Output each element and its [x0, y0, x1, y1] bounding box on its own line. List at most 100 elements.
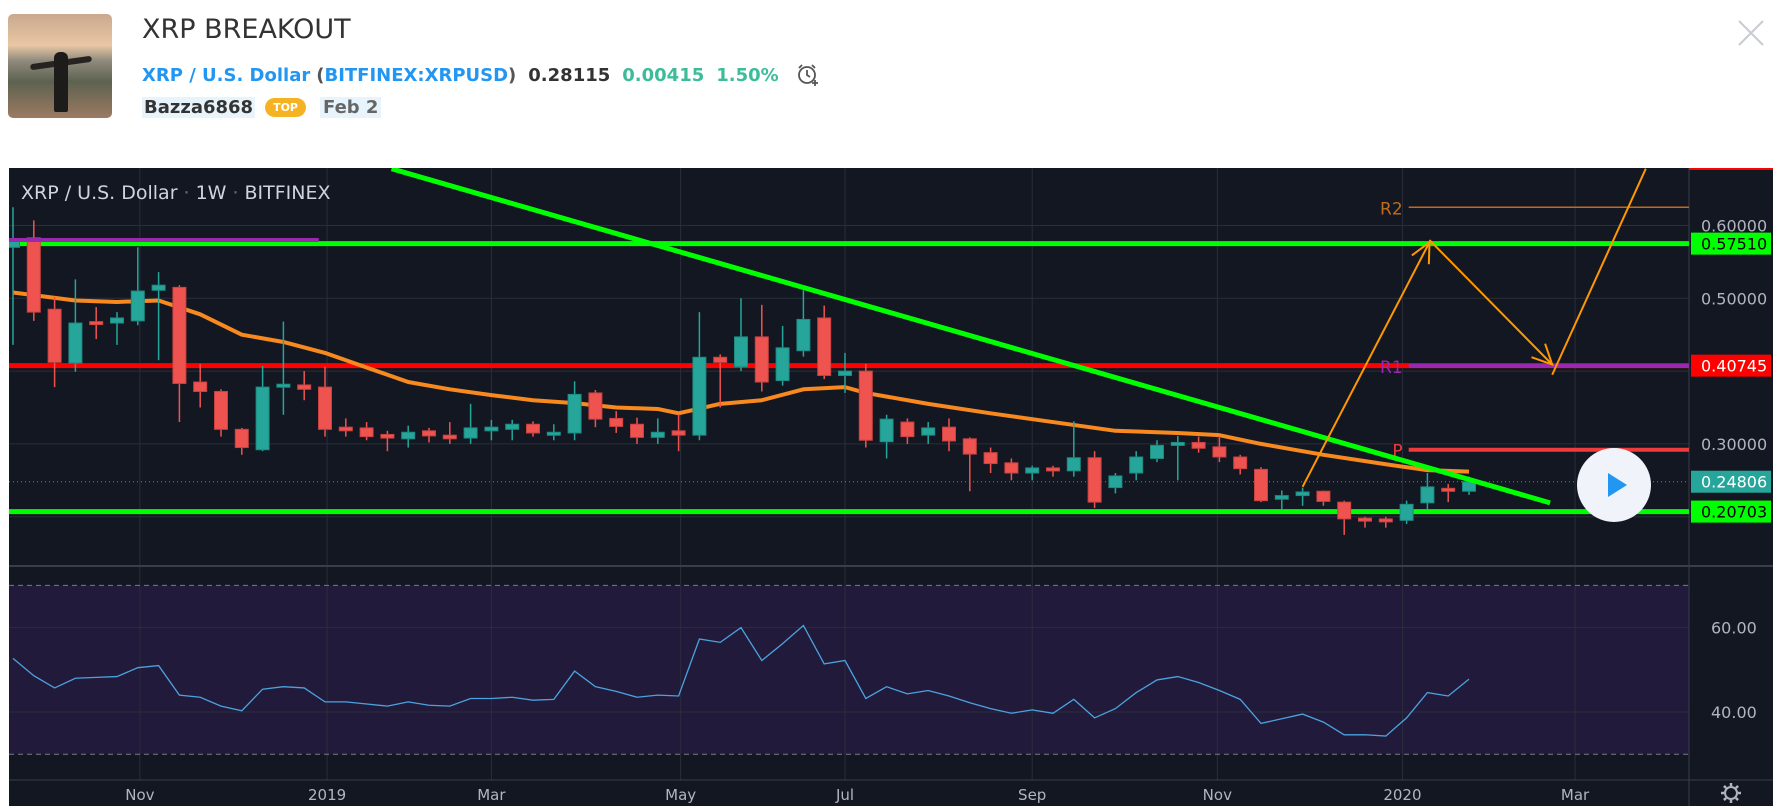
candle-body — [962, 438, 977, 455]
publish-date: Feb 2 — [320, 97, 382, 118]
gear-tooth — [1723, 797, 1727, 801]
candle-body — [318, 386, 332, 430]
chart-container[interactable]: R2 R1 P 0.60000 0.50000 0.30000 0.57510 0.40745… — [9, 152, 1773, 806]
rsi-axis-label: 60.00 — [1711, 619, 1757, 638]
candle — [879, 414, 894, 459]
price-axis-label: 0.60000 — [1701, 217, 1767, 236]
candle — [630, 417, 644, 444]
price-badge-bg — [1691, 232, 1771, 255]
candle — [1399, 500, 1414, 524]
candle-body — [484, 426, 499, 432]
legend-separator: · — [183, 182, 190, 204]
candle — [921, 422, 936, 444]
candle — [650, 418, 665, 444]
add-alert-clock-icon[interactable] — [795, 62, 821, 88]
symbol-name-link[interactable]: XRP / U.S. Dollar — [142, 64, 311, 86]
candle-body — [817, 317, 832, 376]
candle — [1274, 490, 1289, 510]
candle — [318, 366, 332, 437]
legend-symbol: XRP / U.S. Dollar — [21, 182, 178, 204]
candle — [484, 419, 499, 441]
candle — [526, 421, 540, 437]
price-chart[interactable]: R2 R1 P 0.60000 0.50000 0.30000 0.57510 0.40745… — [9, 152, 1773, 806]
candle-body — [1254, 468, 1268, 502]
author-row: Bazza6868 TOP Feb 2 — [142, 97, 382, 118]
candle-body — [630, 423, 644, 438]
price-change-percent: 1.50% — [716, 64, 779, 86]
candle — [380, 430, 395, 452]
candle — [1254, 467, 1268, 503]
candle — [255, 366, 270, 452]
candle-body — [1004, 462, 1019, 474]
candle-body — [172, 286, 187, 384]
time-axis-label: 2019 — [308, 786, 346, 804]
candle — [359, 422, 374, 441]
candle — [838, 352, 852, 393]
candle — [817, 305, 832, 380]
candle-body — [775, 347, 790, 382]
candle-body — [692, 356, 707, 436]
candle — [172, 285, 187, 423]
price-axis-label: 0.50000 — [1701, 289, 1767, 308]
play-replay-button[interactable] — [1577, 448, 1651, 522]
time-axis-label: Jul — [835, 786, 854, 804]
candle-body — [900, 421, 915, 438]
candle-body — [796, 318, 811, 352]
candle — [983, 447, 998, 474]
candle-body — [546, 431, 561, 436]
candle — [775, 325, 790, 386]
candle — [151, 272, 166, 361]
candle — [1378, 516, 1393, 528]
price-badge-bg — [1691, 470, 1771, 493]
candle — [1087, 451, 1102, 508]
candle — [858, 363, 873, 448]
candle-body — [89, 321, 104, 326]
pivot-label-p: P — [1392, 442, 1402, 462]
candle — [1025, 465, 1040, 481]
candle-body — [671, 430, 686, 436]
candle — [463, 403, 478, 444]
candle — [401, 425, 416, 448]
candle — [110, 312, 124, 345]
candle — [692, 312, 707, 441]
candle-body — [588, 392, 603, 420]
candle-body — [1337, 501, 1352, 520]
candle-body — [276, 383, 291, 388]
candle-body — [68, 322, 83, 364]
candle-body — [879, 418, 894, 443]
price-badge-bg — [1691, 500, 1771, 523]
close-icon[interactable] — [1736, 18, 1766, 48]
pivot-label-r2: R2 — [1380, 199, 1403, 219]
symbol-code-link[interactable]: BITFINEX:XRPUSD — [324, 64, 509, 86]
candle-body — [1129, 456, 1144, 474]
author-name-link[interactable]: Bazza6868 — [142, 97, 256, 118]
settings-gear-icon[interactable] — [1721, 783, 1741, 803]
arrow-head — [1411, 240, 1431, 265]
candle-body — [526, 423, 540, 434]
candle-body — [442, 434, 457, 440]
price-badge-bg — [1691, 354, 1771, 377]
candle — [962, 437, 977, 492]
candle — [567, 381, 582, 441]
candle-body — [754, 336, 769, 383]
time-axis-label: May — [665, 786, 696, 804]
author-avatar[interactable] — [8, 14, 112, 118]
moving-average-line — [12, 290, 1470, 474]
candle-body — [1358, 517, 1372, 522]
candle-body — [1378, 518, 1393, 523]
candle-body — [1025, 467, 1040, 474]
projection-arrow — [1301, 240, 1431, 488]
candle-body — [130, 290, 145, 322]
price-badge-label: 0.57510 — [1701, 235, 1767, 254]
candle — [1337, 500, 1352, 535]
arrow-head — [1531, 343, 1554, 367]
rsi-line — [12, 624, 1470, 737]
candle — [1295, 487, 1310, 506]
candle-body — [1170, 441, 1185, 446]
price-badge: 0.24806 — [1691, 470, 1771, 493]
candle-body — [942, 426, 956, 442]
candle-body — [713, 356, 728, 363]
candle — [609, 411, 624, 433]
gear-ring — [1724, 786, 1738, 800]
candle-body — [1108, 475, 1123, 489]
